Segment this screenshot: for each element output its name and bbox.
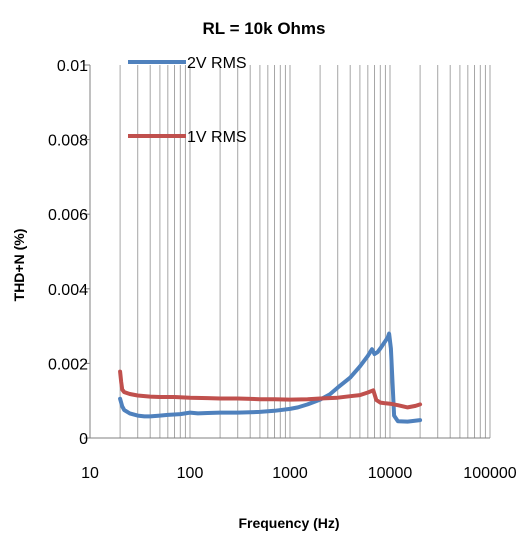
grid-lines: [119, 65, 491, 438]
y-tick-label: 0.002: [48, 356, 88, 373]
axes: [89, 65, 490, 439]
x-tick-label: 10: [81, 465, 99, 482]
y-axis-label: THD+N (%): [11, 229, 27, 302]
x-tick-label: 10000: [368, 465, 413, 482]
x-axis-label: Frequency (Hz): [238, 515, 339, 531]
legend-label-2v-rms: 2V RMS: [187, 55, 247, 72]
x-tick-label: 100: [177, 465, 204, 482]
legend-label-1v-rms: 1V RMS: [187, 129, 247, 146]
series-line-1v-rms: [118, 369, 423, 410]
y-tick-label: 0.006: [48, 207, 88, 224]
y-tick-label: 0.008: [48, 133, 88, 150]
x-tick-label: 1000: [272, 465, 308, 482]
series-line-2v-rms: [118, 331, 423, 424]
y-tick-label: 0: [79, 431, 88, 448]
x-tick-label: 100000: [463, 465, 516, 482]
y-tick-labels: 0 0.002 0.004 0.006 0.008 0.01: [48, 58, 90, 448]
x-tick-labels: 10 100 1000 10000 100000: [81, 465, 517, 482]
series-lines: [118, 331, 423, 424]
chart-title: RL = 10k Ohms: [203, 19, 326, 38]
y-tick-label: 0.004: [48, 282, 88, 299]
legend: 2V RMS 1V RMS: [128, 55, 247, 146]
y-tick-label: 0.01: [57, 58, 88, 75]
